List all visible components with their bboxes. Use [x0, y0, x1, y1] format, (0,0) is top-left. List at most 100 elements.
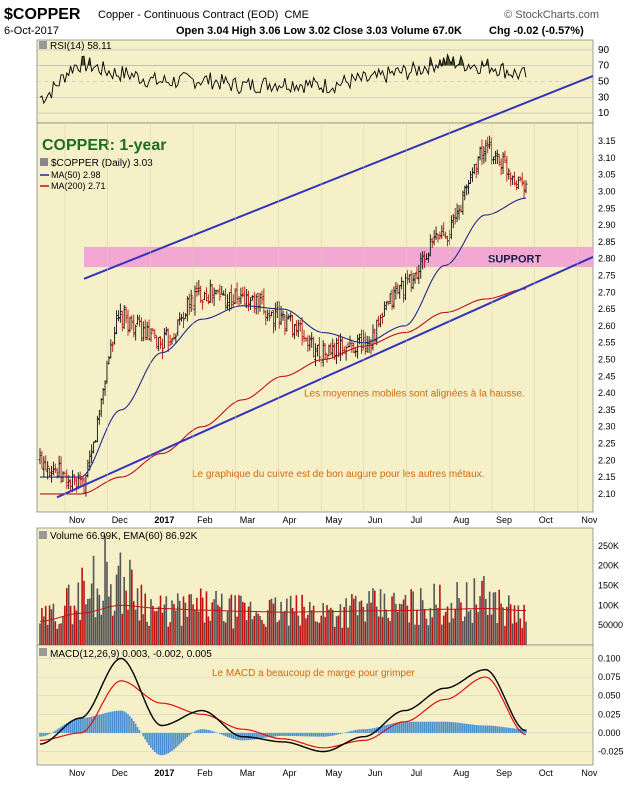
volume-bar: [266, 610, 269, 645]
volume-bar: [498, 589, 501, 645]
macd-histogram-bar: [299, 732, 302, 737]
price-x-label: Apr: [283, 515, 297, 525]
macd-histogram-bar: [333, 732, 336, 736]
volume-bar: [109, 584, 112, 645]
volume-bar: [169, 622, 171, 645]
macd-histogram-bar: [230, 732, 233, 739]
macd-histogram-bar: [73, 719, 76, 733]
macd-histogram-bar: [475, 724, 478, 733]
volume-bar: [414, 624, 416, 645]
macd-signal-line: [39, 676, 527, 749]
macd-histogram-bar: [196, 730, 198, 733]
macd-tick-label: 0.050: [598, 691, 621, 701]
volume-bar: [404, 594, 407, 645]
rsi-tick-label: 10: [598, 108, 610, 119]
volume-bar: [94, 617, 97, 645]
volume-bar: [69, 605, 72, 645]
volume-bar: [73, 605, 76, 645]
volume-bar: [374, 590, 376, 645]
macd-histogram-bar: [293, 732, 296, 737]
macd-histogram-bar: [173, 732, 175, 750]
volume-bar: [360, 600, 363, 645]
volume-bar: [395, 603, 397, 645]
macd-histogram-bar: [154, 732, 156, 753]
volume-bar: [330, 607, 332, 645]
volume-bar: [115, 574, 118, 645]
macd-histogram-bar: [251, 732, 254, 740]
volume-bar: [58, 624, 60, 645]
volume-bar: [127, 609, 129, 645]
volume-icon: [39, 531, 47, 539]
annotation-copper-outlook: Le graphique du cuivre est de bon augure…: [192, 469, 484, 480]
macd-histogram-bar: [249, 732, 252, 740]
macd-histogram-bar: [100, 714, 103, 733]
macd-histogram-bar: [48, 732, 51, 735]
volume-bar: [349, 605, 351, 645]
price-tick-label: 2.75: [598, 270, 616, 280]
volume-bar: [41, 608, 43, 645]
volume-bar: [427, 625, 430, 645]
macd-histogram-bar: [492, 725, 495, 733]
macd-histogram-bar: [186, 732, 189, 737]
volume-bar: [351, 594, 353, 645]
volume-bar: [322, 603, 324, 645]
rsi-line: [39, 52, 527, 105]
macd-histogram-bar: [81, 718, 83, 733]
macd-histogram-bar: [287, 732, 290, 736]
volume-bar: [307, 614, 309, 645]
volume-bar: [284, 610, 286, 645]
macd-histogram-bar: [479, 725, 481, 733]
macd-histogram-bar: [379, 726, 382, 733]
volume-bar: [471, 622, 474, 645]
volume-bar: [295, 595, 298, 645]
macd-histogram-bar: [219, 732, 221, 734]
volume-bar: [240, 595, 242, 645]
volume-bar: [326, 605, 328, 645]
macd-histogram-bar: [398, 722, 401, 733]
price-legend-label: $COPPER (Daily) 3.03: [51, 158, 153, 169]
macd-histogram-bar: [308, 732, 311, 737]
macd-histogram-bar: [402, 721, 405, 733]
volume-bar: [249, 601, 252, 645]
price-tick-label: 2.20: [598, 455, 616, 465]
volume-bar: [517, 605, 520, 645]
macd-histogram-bar: [410, 721, 412, 733]
macd-x-label: Feb: [197, 768, 213, 778]
macd-histogram-bar: [77, 718, 80, 733]
macd-histogram-bar: [326, 732, 328, 737]
volume-bar: [157, 606, 160, 645]
volume-bar: [297, 615, 300, 645]
volume-bar: [108, 596, 110, 645]
volume-bar: [335, 616, 338, 645]
macd-x-label: Jul: [411, 768, 423, 778]
macd-histogram-bar: [320, 732, 323, 737]
volume-bar: [289, 595, 292, 645]
volume-bar: [314, 621, 317, 645]
volume-bar: [402, 599, 405, 645]
macd-histogram-bar: [504, 727, 506, 733]
macd-histogram-bar: [496, 726, 499, 733]
macd-histogram-bar: [104, 713, 106, 733]
volume-bar: [43, 616, 45, 645]
macd-histogram-bar: [442, 721, 445, 733]
volume-bar: [144, 593, 147, 645]
volume-bar: [75, 610, 78, 645]
volume-bar: [305, 618, 307, 645]
price-x-label: May: [325, 515, 343, 525]
rsi-tick-label: 50: [598, 77, 610, 88]
macd-x-label: May: [325, 768, 343, 778]
volume-bar: [299, 625, 302, 645]
volume-bar: [410, 589, 412, 645]
price-tick-label: 2.40: [598, 388, 616, 398]
rsi-tick-label: 30: [598, 92, 610, 103]
macd-histogram-bar: [383, 725, 386, 733]
macd-histogram-bar: [282, 732, 284, 736]
macd-histogram-bar: [444, 721, 447, 733]
macd-histogram-bar: [56, 729, 59, 733]
macd-histogram-bar: [142, 732, 145, 737]
volume-bar: [96, 588, 99, 645]
macd-histogram-bar: [65, 722, 68, 733]
volume-bar: [442, 615, 445, 645]
panel-macd: [36, 644, 594, 766]
volume-bar: [387, 617, 390, 645]
